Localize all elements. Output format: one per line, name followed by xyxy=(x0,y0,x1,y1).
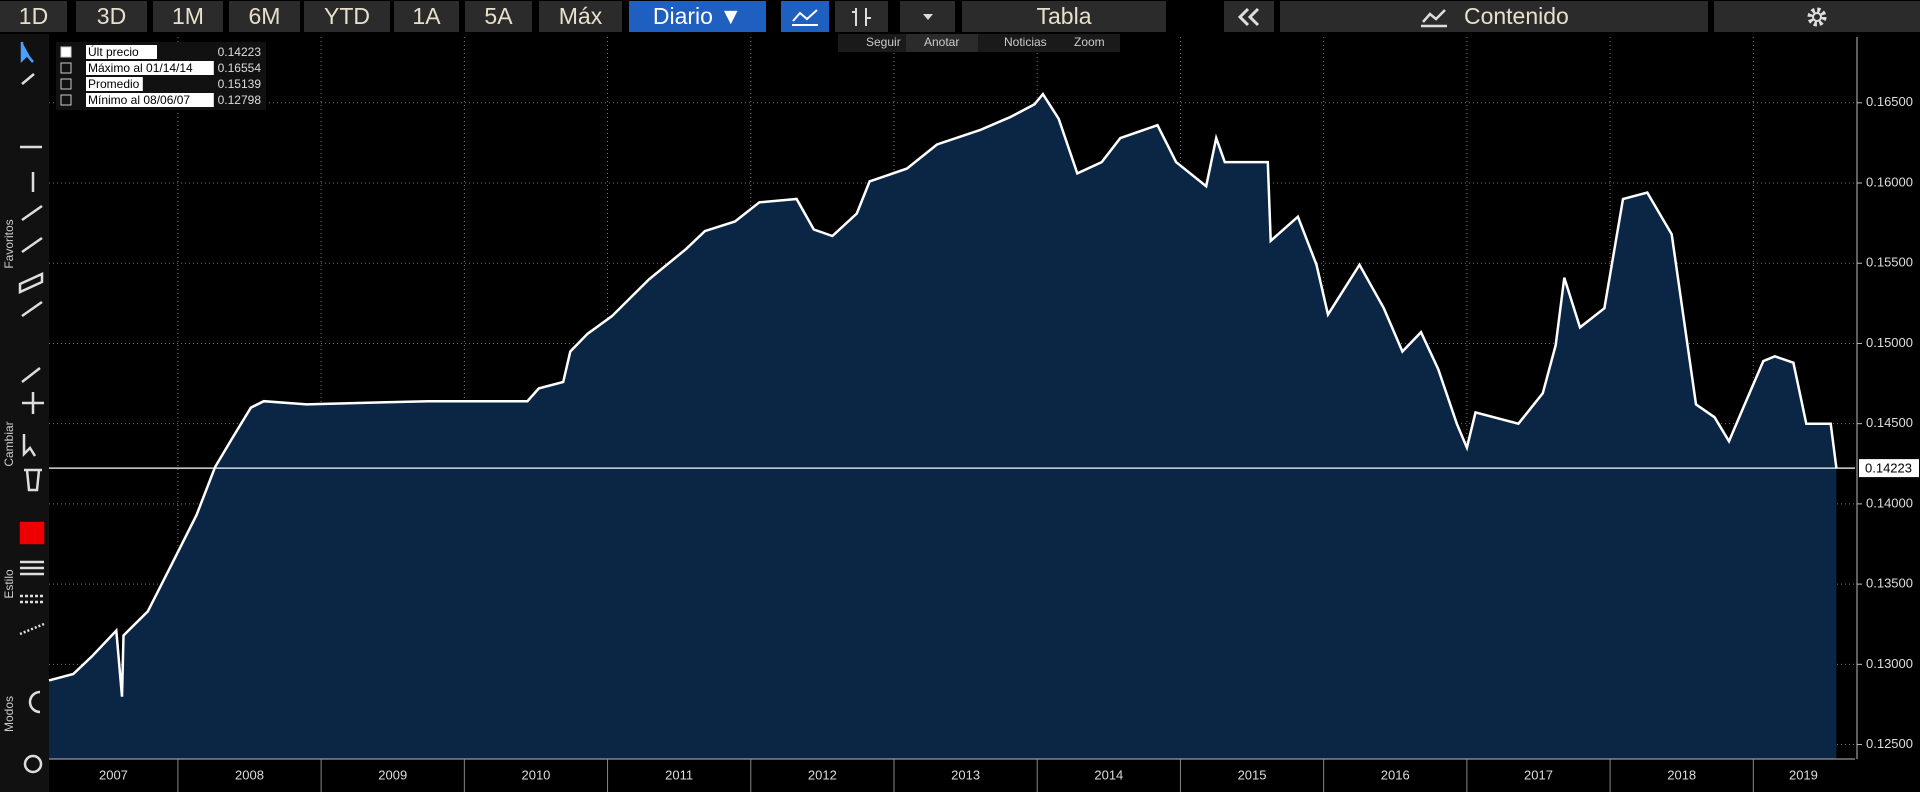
action-active xyxy=(906,34,978,52)
legend-value: 0.16554 xyxy=(218,61,262,75)
x-tick-label: 2010 xyxy=(521,767,550,782)
chart: Favoritos Cambiar Estilo Modos 0.12500 0.… xyxy=(0,34,1919,792)
toolbar: 1D 3D 1M 6M YTD 1A 5A Máx Diario ▼ Tabla Contenid… xyxy=(0,0,1920,34)
icon xyxy=(792,8,818,26)
legend-swatch xyxy=(60,62,72,74)
period-button[interactable]: YTD xyxy=(304,1,390,32)
content-button[interactable]: Contenido xyxy=(1280,1,1708,32)
y-tick-label: 0.12500 xyxy=(1866,736,1913,751)
legend-name: Últ precio xyxy=(88,44,139,59)
settings-button[interactable] xyxy=(1714,1,1920,32)
legend-value: 0.15139 xyxy=(218,77,262,91)
icon xyxy=(1807,7,1827,26)
legend-name-bg xyxy=(86,93,214,107)
y-tick-label: 0.14000 xyxy=(1866,495,1913,510)
last-price-label: 0.14223 xyxy=(1865,461,1912,476)
table-button[interactable]: Tabla xyxy=(962,1,1166,32)
period-button[interactable]: 1M xyxy=(153,1,223,32)
action-button[interactable]: Anotar xyxy=(924,35,959,49)
x-tick-label: 2012 xyxy=(808,767,837,782)
legend-swatch xyxy=(60,46,72,58)
x-tick-label: 2009 xyxy=(378,767,407,782)
last-price-box xyxy=(1859,459,1919,478)
y-tick-label: 0.15000 xyxy=(1866,335,1913,350)
period-button[interactable]: Máx xyxy=(539,1,622,32)
action-button[interactable]: Noticias xyxy=(1004,35,1047,49)
y-tick-label: 0.14500 xyxy=(1866,415,1913,430)
x-tick-label: 2008 xyxy=(235,767,264,782)
legend-swatch xyxy=(60,78,72,90)
legend-name: Mínimo al 08/06/07 xyxy=(88,93,190,107)
action-button[interactable]: Zoom xyxy=(1074,35,1105,49)
icon xyxy=(922,13,933,20)
side-label: Cambiar xyxy=(2,421,16,466)
line-chart-button[interactable] xyxy=(781,1,829,32)
side-toolbar xyxy=(0,34,49,792)
content-label: Contenido xyxy=(1463,3,1569,29)
period-button[interactable]: 6M xyxy=(229,1,300,32)
x-tick-label: 2019 xyxy=(1789,767,1818,782)
dropdown-arrow: ▼ xyxy=(712,3,743,29)
price-line xyxy=(48,91,1838,697)
side-label: Favoritos xyxy=(2,219,16,268)
side-label: Estilo xyxy=(2,569,16,599)
x-tick-label: 2018 xyxy=(1667,767,1696,782)
x-tick-label: 2011 xyxy=(665,767,693,782)
bar-chart-button[interactable] xyxy=(835,1,888,32)
legend-value: 0.14223 xyxy=(218,45,262,59)
legend-name-bg xyxy=(86,61,214,75)
y-tick-label: 0.16000 xyxy=(1866,174,1913,189)
icon xyxy=(1421,8,1448,27)
x-tick-label: 2013 xyxy=(951,767,980,782)
icon xyxy=(1237,7,1260,26)
action-button[interactable]: Seguir xyxy=(866,35,901,49)
frequency-button[interactable]: Diario ▼ xyxy=(629,1,766,32)
legend-name: Máximo al 01/14/14 xyxy=(88,61,193,75)
y-tick-label: 0.15500 xyxy=(1866,255,1913,270)
y-tick-label: 0.13000 xyxy=(1866,656,1913,671)
x-tick-label: 2017 xyxy=(1524,767,1553,782)
y-tick-label: 0.16500 xyxy=(1866,94,1913,109)
x-tick-label: 2007 xyxy=(99,767,128,782)
side-label: Modos xyxy=(2,696,16,732)
menu-button[interactable] xyxy=(900,1,955,32)
legend-swatch xyxy=(60,94,72,106)
legend-name-bg xyxy=(86,77,143,91)
side-icons xyxy=(18,42,45,774)
collapse-button[interactable] xyxy=(1224,1,1274,32)
period-button[interactable]: 5A xyxy=(465,1,532,32)
icon xyxy=(851,7,871,26)
period-button[interactable]: 1D xyxy=(0,1,67,32)
x-tick-label: 2014 xyxy=(1094,767,1123,782)
period-button[interactable]: 1A xyxy=(394,1,459,32)
y-tick-label: 0.13500 xyxy=(1866,576,1913,591)
x-tick-label: 2016 xyxy=(1381,767,1410,782)
x-tick-label: 2015 xyxy=(1238,767,1267,782)
legend-name: Promedio xyxy=(88,77,140,91)
area xyxy=(49,94,1837,760)
legend-value: 0.12798 xyxy=(218,93,262,107)
frequency-label: Diario xyxy=(652,3,713,29)
period-button[interactable]: 3D xyxy=(76,1,147,32)
legend-name-bg xyxy=(86,45,157,59)
